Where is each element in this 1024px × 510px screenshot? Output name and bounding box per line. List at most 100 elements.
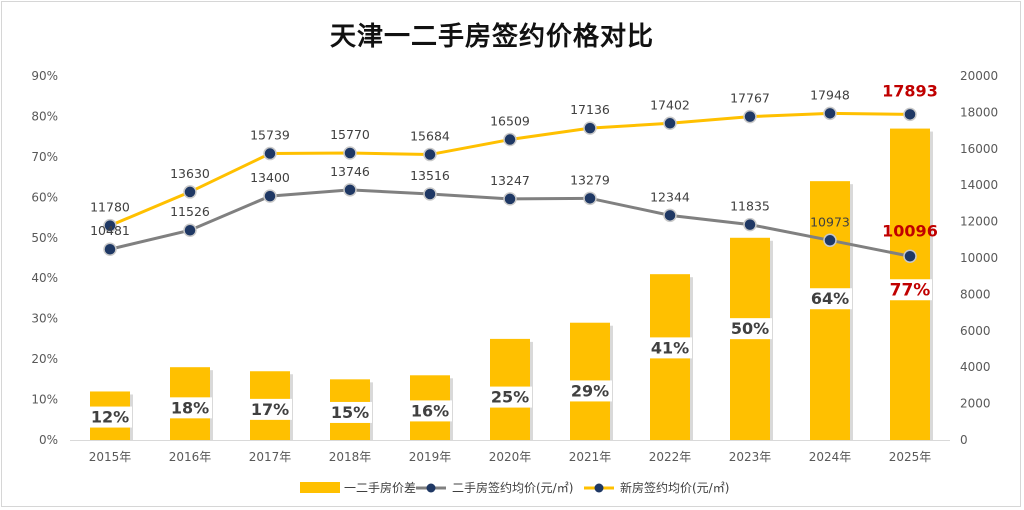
y-right-tick-label: 14000 — [960, 178, 998, 192]
bar-data-label: 18% — [171, 398, 209, 417]
x-tick-label: 2016年 — [169, 450, 212, 464]
new-home-data-label: 13630 — [170, 166, 210, 181]
second-hand-data-label: 13516 — [410, 168, 450, 183]
bar-label-bg — [888, 279, 932, 301]
y-left-tick-label: 20% — [31, 352, 58, 366]
new-home-data-label: 17948 — [810, 87, 850, 102]
y-right-tick-label: 16000 — [960, 142, 998, 156]
x-tick-label: 2020年 — [489, 450, 532, 464]
y-right-tick-label: 4000 — [960, 360, 991, 374]
second-hand-data-label: 10973 — [810, 214, 850, 229]
second-hand-data-label: 13279 — [570, 172, 610, 187]
second-hand-data-label: 11526 — [170, 204, 210, 219]
bar-label-bg — [88, 406, 132, 428]
x-tick-label: 2024年 — [809, 450, 852, 464]
y-left-tick-label: 70% — [31, 150, 58, 164]
new-home-point — [743, 109, 757, 124]
bar-data-label: 25% — [491, 388, 529, 407]
new-home-data-label: 17136 — [570, 102, 610, 117]
bar-label-bg — [808, 288, 852, 310]
chart-title: 天津一二手房签约价格对比 — [329, 22, 654, 52]
y-left-tick-label: 90% — [31, 69, 58, 83]
second-hand-data-label: 10096 — [882, 221, 938, 240]
bar-data-label: 41% — [651, 338, 689, 357]
second-hand-point — [183, 223, 197, 237]
second-hand-data-label: 11835 — [730, 199, 770, 214]
bar-label-bg — [568, 380, 612, 402]
x-tick-label: 2015年 — [89, 450, 132, 464]
legend-marker-new-home — [594, 483, 604, 493]
bar-label-bg — [488, 386, 532, 408]
second-hand-data-label: 13400 — [250, 170, 290, 185]
new-home-line — [109, 111, 911, 227]
y-right-tick-label: 12000 — [960, 215, 998, 229]
x-tick-label: 2025年 — [889, 450, 932, 464]
y-left-tick-label: 80% — [31, 109, 58, 123]
second-hand-point — [583, 191, 597, 206]
axes: 0% 10% 20% 30% 40% 50% 60% 70% 80% 90% 0 2000 4000 60… — [31, 69, 998, 464]
legend: 一二手房价差 二手房签约均价(元/㎡) 新房签约均价(元/㎡) — [300, 480, 729, 495]
second-hand-data-label: 13746 — [330, 164, 370, 179]
bar-data-label: 64% — [811, 289, 849, 308]
second-hand-data-label: 13247 — [490, 173, 530, 188]
bar-label-bg — [248, 398, 292, 420]
second-hand-data-label: 12344 — [650, 189, 690, 204]
new-home-point — [343, 146, 357, 160]
second-hand-point — [263, 189, 277, 203]
new-home-data-label: 11780 — [90, 200, 130, 215]
second-hand-point — [743, 217, 757, 232]
legend-marker-second-hand — [426, 483, 436, 493]
x-tick-label: 2022年 — [649, 450, 692, 464]
x-tick-label: 2019年 — [409, 450, 452, 464]
bar — [810, 181, 850, 440]
y-right-tick-label: 0 — [960, 433, 968, 447]
bar-label-bg — [648, 337, 692, 359]
bar-label-bg — [168, 397, 212, 419]
y-right-tick-label: 10000 — [960, 251, 998, 265]
bar-data-label: 17% — [251, 400, 289, 419]
second-hand-point — [903, 249, 917, 264]
legend-swatch-bar — [300, 482, 340, 493]
y-right-tick-label: 20000 — [960, 69, 998, 83]
new-home-data-label: 17893 — [882, 81, 938, 100]
new-home-point — [263, 146, 277, 161]
new-home-data-label: 15684 — [410, 129, 450, 144]
bar-data-label: 29% — [571, 381, 609, 400]
new-home-data-label: 16509 — [490, 114, 530, 129]
legend-label-new-home: 新房签约均价(元/㎡) — [620, 480, 729, 495]
new-home-point — [663, 116, 677, 131]
y-right-tick-label: 6000 — [960, 324, 991, 338]
legend-label-bar: 一二手房价差 — [344, 480, 416, 495]
y-left-tick-label: 10% — [31, 393, 58, 407]
bar-label-bg — [328, 401, 372, 423]
bar-data-label: 12% — [91, 408, 129, 427]
y-right-tick-label: 8000 — [960, 287, 991, 301]
second-hand-point — [503, 192, 517, 206]
x-tick-label: 2023年 — [729, 450, 772, 464]
second-hand-point — [343, 183, 357, 197]
bar-data-label: 77% — [890, 280, 931, 300]
y-right-tick-label: 18000 — [960, 105, 998, 119]
y-left-tick-label: 30% — [31, 312, 58, 326]
y-left-tick-label: 0% — [39, 433, 58, 447]
new-home-data-label: 17402 — [650, 97, 690, 112]
bar-label-bg — [728, 318, 772, 340]
second-hand-point — [423, 187, 437, 201]
legend-label-second-hand: 二手房签约均价(元/㎡) — [452, 480, 573, 495]
new-home-point — [823, 106, 837, 121]
new-home-point — [103, 218, 117, 233]
bar-data-label: 15% — [331, 403, 369, 422]
second-hand-point — [823, 233, 837, 248]
second-hand-point — [663, 208, 677, 223]
line-series — [103, 106, 917, 264]
new-home-point — [423, 147, 437, 162]
new-home-point — [183, 185, 197, 199]
new-home-point — [503, 132, 517, 147]
y-left-tick-label: 60% — [31, 190, 58, 204]
y-left-tick-label: 50% — [31, 231, 58, 245]
bar-label-bg — [408, 400, 452, 422]
y-left-tick-label: 40% — [31, 271, 58, 285]
x-tick-label: 2017年 — [249, 450, 292, 464]
new-home-data-label: 17767 — [730, 91, 770, 106]
